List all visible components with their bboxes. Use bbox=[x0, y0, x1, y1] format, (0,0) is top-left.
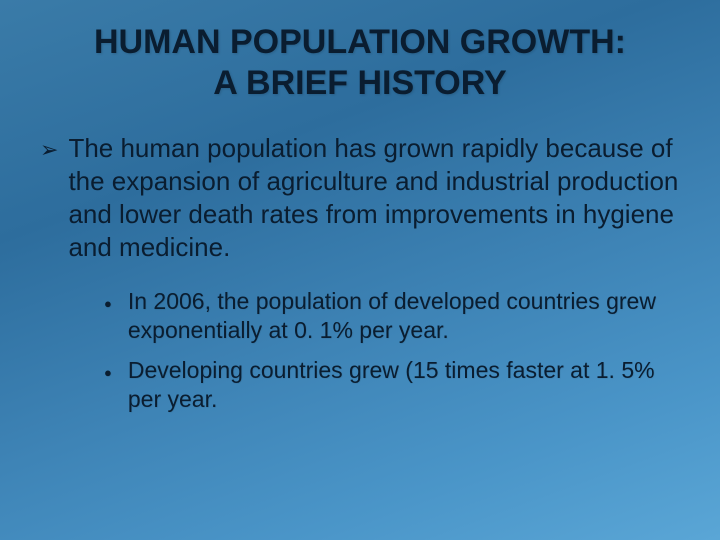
bullet-lvl1: ➢ The human population has grown rapidly… bbox=[40, 132, 680, 265]
bullet-dot-icon: ● bbox=[104, 296, 112, 313]
slide-title: HUMAN POPULATION GROWTH: A BRIEF HISTORY bbox=[40, 22, 680, 104]
title-line-1: HUMAN POPULATION GROWTH: bbox=[94, 23, 626, 61]
bullet-lvl2-text: In 2006, the population of developed cou… bbox=[128, 287, 680, 346]
slide: HUMAN POPULATION GROWTH: A BRIEF HISTORY… bbox=[0, 0, 720, 540]
bullet-lvl2: ● In 2006, the population of developed c… bbox=[104, 287, 680, 346]
title-line-2: A BRIEF HISTORY bbox=[213, 64, 506, 102]
bullet-lvl2-group: ● In 2006, the population of developed c… bbox=[40, 287, 680, 415]
bullet-dot-icon: ● bbox=[104, 365, 112, 382]
chevron-right-icon: ➢ bbox=[40, 136, 58, 164]
bullet-lvl2: ● Developing countries grew (15 times fa… bbox=[104, 356, 680, 415]
bullet-lvl2-text: Developing countries grew (15 times fast… bbox=[128, 356, 680, 415]
bullet-lvl1-text: The human population has grown rapidly b… bbox=[68, 132, 680, 265]
